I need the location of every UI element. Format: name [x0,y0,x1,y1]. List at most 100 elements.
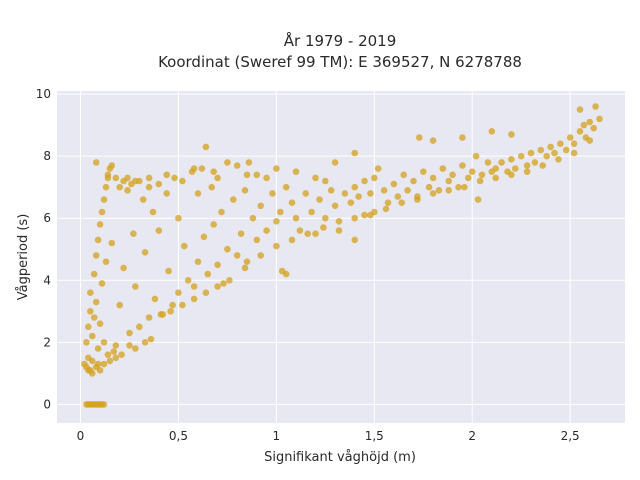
data-point [484,159,492,166]
data-point [179,301,186,309]
data-point [327,187,335,194]
data-point [94,345,102,352]
data-point [390,180,398,188]
data-point [445,177,453,185]
data-point [537,146,545,154]
x-axis-ticks: 0 0,5 1 1,5 2 2,5 [77,429,580,443]
data-point [89,357,96,365]
data-point [163,171,170,179]
data-point [175,289,182,297]
data-point [210,221,217,228]
data-point [331,202,339,210]
data-point [98,280,106,287]
data-point [190,295,198,303]
data-point [190,283,198,290]
data-point [149,208,157,216]
data-point [116,183,123,191]
data-point [445,187,453,194]
data-point [551,149,558,157]
data-point [124,174,131,182]
data-point [83,339,90,346]
data-point [512,165,519,172]
data-point [335,218,343,225]
data-point [367,190,374,197]
data-point [94,236,102,244]
data-point [557,140,564,147]
data-point [94,360,102,368]
data-point [543,152,550,160]
data-point [316,196,323,203]
data-point [476,177,484,185]
x-tick-label: 0 [77,429,85,443]
data-point [273,218,280,225]
data-point [85,323,92,331]
data-point [194,258,202,266]
data-point [273,165,280,172]
data-point [547,143,554,151]
data-point [130,230,137,237]
data-point [243,258,251,266]
data-point [257,202,265,210]
data-point [273,242,280,250]
data-point [87,308,94,315]
data-point [220,280,227,287]
data-point [302,190,310,197]
data-point [226,277,233,284]
data-point [124,187,131,194]
data-point [233,252,241,259]
data-point [92,298,100,306]
data-point [435,187,443,194]
data-point [429,190,437,197]
data-point [570,140,578,147]
data-point [382,205,390,213]
data-point [108,162,116,169]
data-point [100,401,108,408]
data-point [141,249,149,256]
data-point [459,162,466,169]
data-point [492,174,500,182]
x-tick-label: 2 [468,429,476,443]
data-point [155,227,163,234]
data-point [90,270,98,278]
data-point [508,156,515,163]
data-point [449,171,456,179]
x-axis-title: Signifikant våghöjd (m) [264,450,416,465]
data-point [425,183,433,191]
y-axis-ticks: 0 2 4 6 8 10 [36,87,51,411]
data-point [151,295,159,303]
data-point [590,124,597,132]
data-point [478,171,486,179]
data-point [410,177,417,185]
data-point [416,134,423,141]
data-point [586,137,593,144]
data-point [96,320,104,328]
data-point [179,177,186,185]
data-point [398,199,406,206]
data-point [118,351,125,359]
data-point [361,177,368,185]
data-point [341,190,349,197]
data-point [96,221,104,228]
data-point [322,177,329,185]
data-point [90,314,98,321]
data-point [508,171,515,179]
data-point [292,214,300,222]
data-point [224,245,231,253]
data-point [210,168,217,175]
data-point [420,168,427,175]
y-tick-label: 6 [43,211,51,225]
data-point [132,177,139,185]
data-point [145,314,153,321]
data-point [566,134,574,141]
data-point [468,168,476,175]
data-point [527,149,535,157]
data-point [296,227,304,234]
data-point [100,196,108,203]
data-point [100,339,108,346]
data-point [282,270,290,278]
data-point [292,168,300,175]
data-point [190,165,198,172]
data-point [145,174,153,182]
data-point [243,171,251,179]
